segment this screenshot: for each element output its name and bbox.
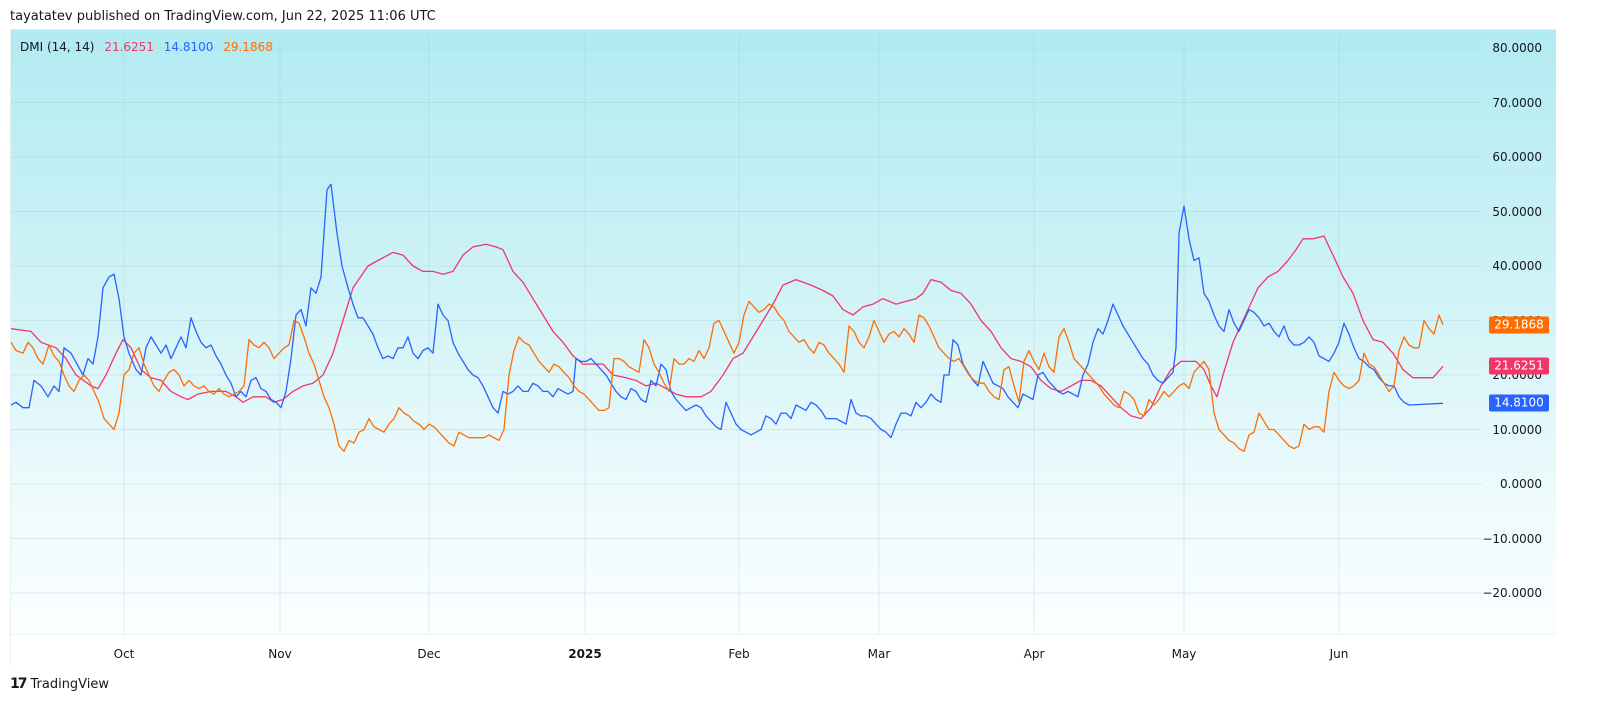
time-scale-label: Apr	[1023, 647, 1045, 661]
price-scale-label: 40.0000	[1492, 259, 1542, 273]
plot-area[interactable]: DMI (14, 14) 21.6251 14.8100 29.1868	[11, 30, 1482, 634]
legend-minus-di-value: 29.1868	[223, 40, 273, 54]
price-scale-label: 60.0000	[1492, 150, 1542, 164]
last-value-badge-plus-di: 14.8100	[1489, 394, 1549, 412]
last-value-badge-adx: 21.6251	[1489, 357, 1549, 375]
time-scale-label: Nov	[268, 647, 292, 661]
legend-indicator-name: DMI (14, 14)	[20, 40, 95, 54]
price-scale-label: 70.0000	[1492, 95, 1542, 110]
time-scale-label: Jun	[1329, 647, 1349, 661]
legend-plus-di-value: 14.8100	[163, 40, 214, 54]
dmi-plot	[11, 30, 1482, 634]
last-value-badge-minus-di: 29.1868	[1489, 316, 1549, 334]
tradingview-brand-text: TradingView	[30, 676, 110, 692]
price-scale-label: 10.0000	[1492, 422, 1542, 437]
series-line-minus-di[interactable]	[11, 300, 1444, 452]
tradingview-logo-icon: 17	[10, 676, 28, 692]
price-scale-label: 50.0000	[1492, 204, 1542, 219]
time-scale-label: Dec	[417, 647, 441, 661]
legend-adx-value: 21.6251	[104, 40, 154, 54]
chart-container: DMI (14, 14) 21.6251 14.8100 29.1868 80.…	[10, 29, 1556, 666]
indicator-legend[interactable]: DMI (14, 14) 21.6251 14.8100 29.1868	[20, 40, 279, 54]
price-scale-label: −10.0000	[1482, 531, 1542, 546]
price-scale-label: 0.0000	[1500, 477, 1542, 491]
time-scale-label: Feb	[728, 647, 750, 661]
series-line-adx[interactable]	[11, 235, 1444, 420]
time-scale-label: 2025	[568, 647, 602, 661]
time-scale[interactable]: Oct Nov Dec 2025 Feb Mar Apr May Jun	[11, 634, 1556, 666]
price-scale-label: 80.0000	[1492, 41, 1542, 55]
publish-attribution: tayatatev published on TradingView.com, …	[10, 9, 436, 24]
tradingview-logo[interactable]: 17 TradingView	[10, 676, 109, 692]
time-scale-label: Oct	[113, 647, 135, 661]
time-scale-label: Mar	[867, 647, 891, 661]
time-scale-label: May	[1171, 647, 1197, 661]
series-line-plusminus-di[interactable]	[11, 183, 1444, 439]
price-scale-label: −20.0000	[1482, 586, 1542, 600]
